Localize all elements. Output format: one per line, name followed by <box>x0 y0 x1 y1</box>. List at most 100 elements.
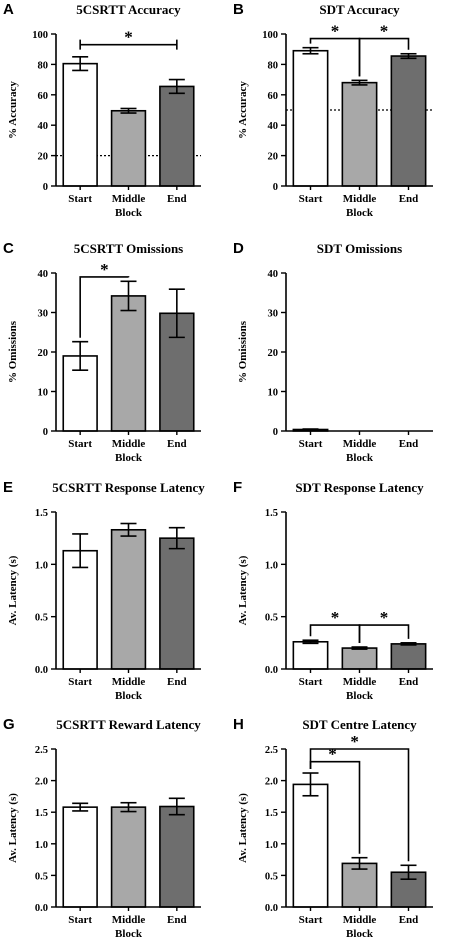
significance-bracket <box>358 37 410 77</box>
y-tick-label: 0.5 <box>265 871 278 882</box>
bar-start <box>62 62 98 187</box>
category-label: Start <box>299 438 323 450</box>
category-label: Middle <box>112 438 146 450</box>
y-axis-label: % Accuracy <box>237 81 249 139</box>
category-label: Middle <box>112 676 146 688</box>
category-label: Start <box>299 676 323 688</box>
bar-end <box>390 55 427 187</box>
bar-end <box>159 805 195 908</box>
significance-star: * <box>124 28 133 47</box>
x-axis-label: Block <box>115 928 143 940</box>
category-label: Start <box>68 914 92 926</box>
y-tick-label: 20 <box>38 152 49 163</box>
bar-end <box>159 85 195 187</box>
bar-start <box>62 549 98 670</box>
bar-start <box>292 783 329 908</box>
x-axis-label: Block <box>346 452 374 464</box>
y-axis-label: Av. Latency (s) <box>237 793 249 863</box>
panel-a: A 5CSRTT Accuracy 0 20 40 60 80 100 Start Middle E… <box>3 1 201 219</box>
category-label: End <box>167 676 187 688</box>
chart-title: 5CSRTT Accuracy <box>76 2 181 17</box>
category-label: End <box>399 193 419 205</box>
y-tick-label: 10 <box>268 388 279 399</box>
y-tick-label: 0.0 <box>35 903 48 914</box>
y-tick-label: 40 <box>38 121 49 132</box>
panel-c: C 5CSRTT Omissions 0 10 20 30 40 Start Middle End… <box>3 240 201 464</box>
chart-title: 5CSRTT Reward Latency <box>56 717 201 732</box>
y-tick-label: 0.5 <box>265 613 278 624</box>
y-tick-label: 20 <box>268 348 279 359</box>
panel-d: D SDT Omissions 0 10 20 30 40 Start Middle End Blo… <box>233 240 433 464</box>
y-tick-label: 60 <box>268 91 279 102</box>
y-axis-label: % Omissions <box>237 320 249 383</box>
y-tick-label: 30 <box>268 309 279 320</box>
bar-middle <box>110 109 147 187</box>
panel-letter: B <box>233 1 244 18</box>
x-axis-label: Block <box>115 207 143 219</box>
x-axis-label: Block <box>115 452 143 464</box>
panel-letter: H <box>233 716 244 733</box>
category-label: End <box>167 193 187 205</box>
bar-start <box>292 49 329 187</box>
y-tick-label: 2.5 <box>265 745 278 756</box>
panel-letter: E <box>3 479 13 496</box>
category-label: End <box>167 438 187 450</box>
y-tick-label: 40 <box>268 269 279 280</box>
bar-middle <box>341 862 378 908</box>
category-label: End <box>167 914 187 926</box>
y-tick-label: 0 <box>273 182 278 193</box>
bar-start <box>62 806 98 908</box>
y-tick-label: 2.5 <box>35 745 48 756</box>
category-label: Middle <box>112 193 146 205</box>
chart-title: 5CSRTT Omissions <box>74 241 183 256</box>
significance-bracket <box>309 748 410 862</box>
panel-letter: C <box>3 240 14 257</box>
category-label: End <box>399 676 419 688</box>
y-tick-label: 1.0 <box>35 560 48 571</box>
bar-middle <box>341 81 378 187</box>
panel-h: H SDT Centre Latency 0.0 0.5 1.0 1.5 2.0 2.5 Sta… <box>233 716 433 940</box>
chart-title: SDT Accuracy <box>319 2 400 17</box>
x-axis-label: Block <box>115 690 143 702</box>
y-tick-label: 1.5 <box>35 808 48 819</box>
y-axis-label: % Omissions <box>7 320 19 383</box>
x-axis-label: Block <box>346 928 374 940</box>
y-tick-label: 1.0 <box>265 560 278 571</box>
y-tick-label: 100 <box>32 30 48 41</box>
panel-b: B SDT Accuracy 0 20 40 60 80 100 Start Middle End B… <box>233 1 433 219</box>
y-tick-label: 2.0 <box>265 777 278 788</box>
y-tick-label: 100 <box>262 30 278 41</box>
significance-star: * <box>100 260 109 279</box>
panel-letter: F <box>233 479 242 496</box>
chart-title: 5CSRTT Response Latency <box>52 480 205 495</box>
category-label: Start <box>68 676 92 688</box>
category-label: Start <box>68 193 92 205</box>
y-tick-label: 0.0 <box>265 903 278 914</box>
category-label: Start <box>68 438 92 450</box>
category-label: Start <box>299 193 323 205</box>
category-label: End <box>399 438 419 450</box>
category-label: End <box>399 914 419 926</box>
x-axis-label: Block <box>346 207 374 219</box>
significance-bracket <box>309 760 361 854</box>
panel-f: F SDT Response Latency 0.0 0.5 1.0 1.5 Start Mi… <box>233 479 433 702</box>
y-tick-label: 1.0 <box>265 840 278 851</box>
panel-letter: D <box>233 240 244 257</box>
y-tick-label: 40 <box>38 269 49 280</box>
y-tick-label: 1.0 <box>35 840 48 851</box>
significance-bracket <box>358 624 410 644</box>
y-tick-label: 1.5 <box>265 508 278 519</box>
category-label: Middle <box>112 914 146 926</box>
significance-star: * <box>380 608 389 627</box>
y-tick-label: 60 <box>38 91 49 102</box>
significance-star: * <box>380 22 389 41</box>
category-label: Middle <box>343 676 377 688</box>
y-tick-label: 0 <box>43 182 48 193</box>
y-tick-label: 0 <box>273 427 278 438</box>
panel-letter: G <box>3 716 15 733</box>
bar-middle <box>110 806 147 908</box>
bar-end <box>390 643 427 670</box>
significance-star: * <box>331 22 340 41</box>
y-axis-label: % Accuracy <box>7 81 19 139</box>
y-tick-label: 0.5 <box>35 871 48 882</box>
